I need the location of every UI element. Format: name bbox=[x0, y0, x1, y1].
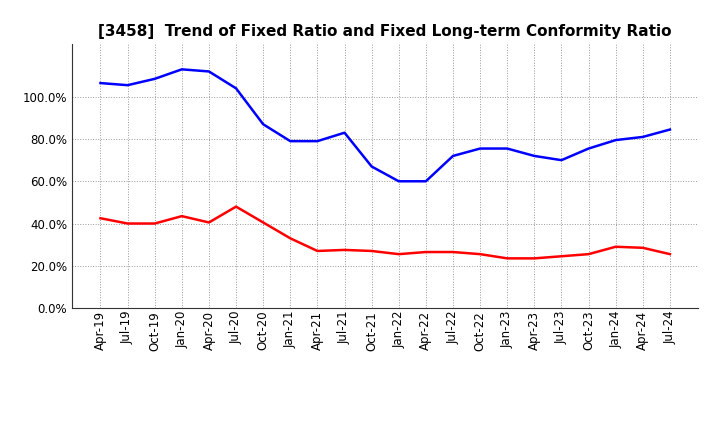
Fixed Long-term Conformity Ratio bbox=[476, 252, 485, 257]
Fixed Ratio bbox=[150, 76, 159, 81]
Fixed Long-term Conformity Ratio bbox=[341, 247, 349, 253]
Fixed Ratio bbox=[313, 139, 322, 144]
Fixed Long-term Conformity Ratio bbox=[367, 248, 376, 253]
Fixed Long-term Conformity Ratio bbox=[232, 204, 240, 209]
Fixed Ratio bbox=[204, 69, 213, 74]
Fixed Long-term Conformity Ratio bbox=[178, 213, 186, 219]
Fixed Ratio bbox=[395, 179, 403, 184]
Fixed Ratio bbox=[178, 67, 186, 72]
Fixed Long-term Conformity Ratio bbox=[313, 248, 322, 253]
Fixed Ratio bbox=[611, 137, 620, 143]
Fixed Long-term Conformity Ratio bbox=[611, 244, 620, 249]
Line: Fixed Long-term Conformity Ratio: Fixed Long-term Conformity Ratio bbox=[101, 207, 670, 258]
Fixed Ratio bbox=[476, 146, 485, 151]
Fixed Long-term Conformity Ratio bbox=[557, 253, 566, 259]
Fixed Long-term Conformity Ratio bbox=[150, 221, 159, 226]
Fixed Ratio bbox=[259, 121, 268, 127]
Fixed Ratio bbox=[421, 179, 430, 184]
Fixed Ratio bbox=[639, 134, 647, 139]
Fixed Long-term Conformity Ratio bbox=[259, 220, 268, 225]
Fixed Long-term Conformity Ratio bbox=[584, 252, 593, 257]
Fixed Ratio bbox=[557, 158, 566, 163]
Fixed Long-term Conformity Ratio bbox=[204, 220, 213, 225]
Fixed Ratio bbox=[341, 130, 349, 136]
Fixed Ratio bbox=[232, 86, 240, 91]
Fixed Long-term Conformity Ratio bbox=[503, 256, 511, 261]
Fixed Ratio bbox=[96, 81, 105, 86]
Fixed Ratio bbox=[286, 139, 294, 144]
Fixed Long-term Conformity Ratio bbox=[123, 221, 132, 226]
Title: [3458]  Trend of Fixed Ratio and Fixed Long-term Conformity Ratio: [3458] Trend of Fixed Ratio and Fixed Lo… bbox=[99, 24, 672, 39]
Fixed Long-term Conformity Ratio bbox=[639, 245, 647, 250]
Fixed Long-term Conformity Ratio bbox=[530, 256, 539, 261]
Fixed Ratio bbox=[503, 146, 511, 151]
Line: Fixed Ratio: Fixed Ratio bbox=[101, 70, 670, 181]
Fixed Ratio bbox=[123, 83, 132, 88]
Fixed Long-term Conformity Ratio bbox=[96, 216, 105, 221]
Fixed Long-term Conformity Ratio bbox=[421, 249, 430, 255]
Fixed Long-term Conformity Ratio bbox=[286, 236, 294, 241]
Fixed Long-term Conformity Ratio bbox=[395, 252, 403, 257]
Fixed Ratio bbox=[584, 146, 593, 151]
Fixed Ratio bbox=[449, 153, 457, 158]
Fixed Long-term Conformity Ratio bbox=[665, 252, 674, 257]
Fixed Ratio bbox=[367, 164, 376, 169]
Fixed Long-term Conformity Ratio bbox=[449, 249, 457, 255]
Fixed Ratio bbox=[530, 153, 539, 158]
Fixed Ratio bbox=[665, 127, 674, 132]
